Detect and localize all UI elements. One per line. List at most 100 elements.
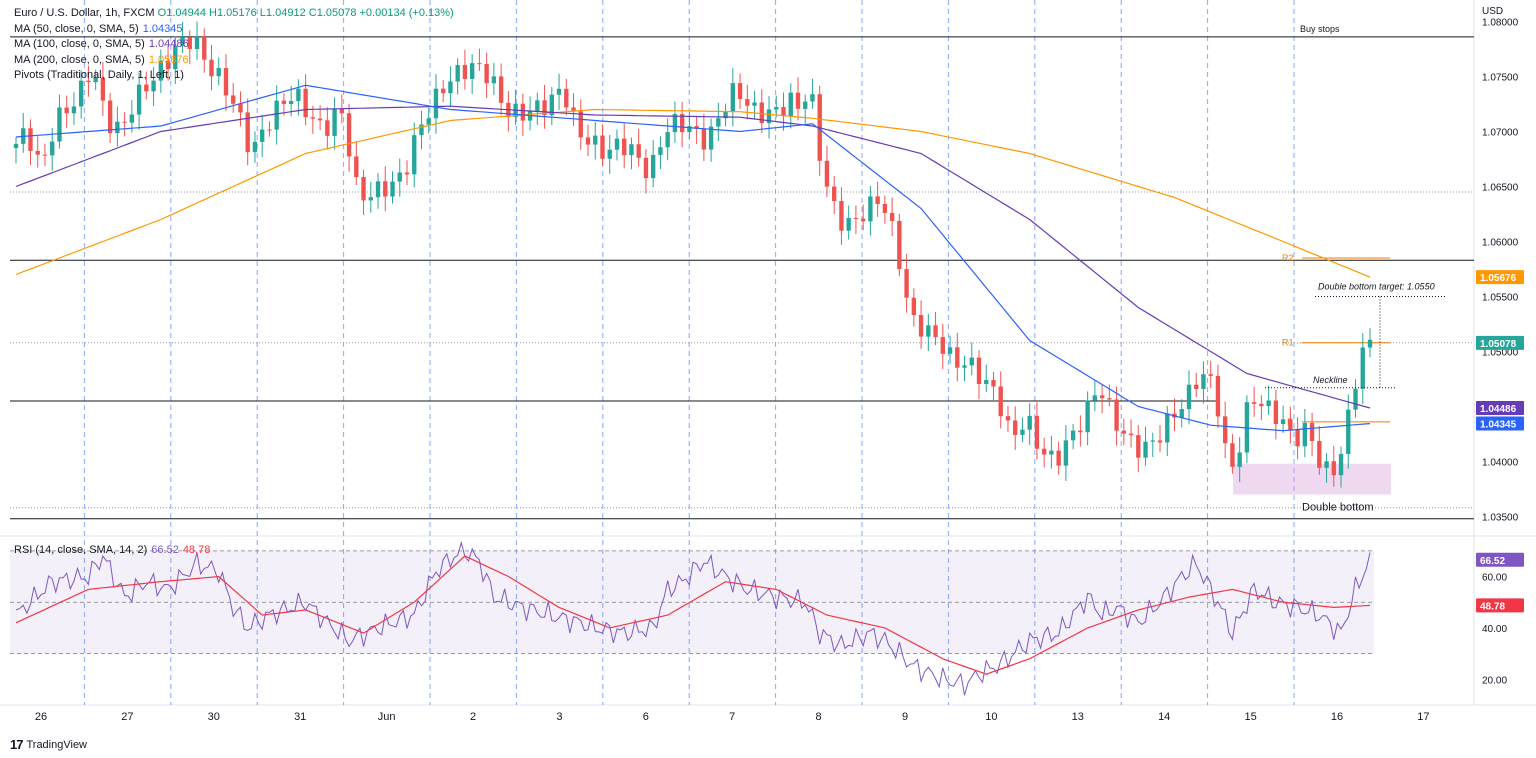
candle [1324, 453, 1329, 483]
candle [194, 21, 200, 60]
candle-body [1215, 375, 1221, 417]
candle [991, 371, 996, 402]
tradingview-brand[interactable]: 17 TradingView [10, 737, 87, 752]
candle-body [433, 88, 439, 119]
candle [484, 52, 489, 99]
candle [701, 113, 707, 162]
price-badge-text: 1.04486 [1480, 404, 1517, 415]
candle [766, 96, 772, 139]
pivots-legend[interactable]: Pivots (Traditional, Daily, 1, Left, 1) [14, 69, 184, 81]
candle-body [238, 103, 243, 113]
candle-body [976, 357, 982, 384]
candle-body [397, 172, 402, 182]
candle-body [86, 80, 91, 83]
candle [868, 185, 873, 236]
candle [354, 141, 359, 186]
rsi-legend[interactable]: RSI (14, close, SMA, 14, 2) 66.52 48.78 [14, 544, 211, 556]
candle-body [1114, 399, 1119, 431]
symbol-line[interactable]: Euro / U.S. Dollar, 1h, FXCM O1.04944 H1… [14, 7, 454, 19]
x-tick-label: 2 [470, 711, 476, 723]
x-tick-label: 8 [816, 711, 822, 723]
rsi-badge: 66.52 [1476, 552, 1524, 567]
candle [947, 335, 953, 364]
candle [71, 92, 77, 125]
price-badge-bg [1476, 598, 1524, 613]
candle [556, 73, 562, 111]
rsi-badge: 48.78 [1476, 598, 1524, 613]
candle-body [1121, 430, 1126, 434]
x-tick-label: 13 [1072, 711, 1084, 723]
candle-body [549, 94, 554, 116]
x-tick-label: Jun [378, 711, 396, 723]
candle [1150, 432, 1155, 458]
candle-body [1136, 435, 1141, 458]
candle [998, 371, 1003, 429]
candle [1360, 333, 1365, 405]
candle-body [1107, 398, 1112, 400]
candle [636, 128, 641, 167]
y-tick-label: 1.05000 [1482, 348, 1519, 359]
candle-body [535, 100, 540, 112]
candle [1186, 370, 1192, 425]
candle [1034, 402, 1040, 460]
candle-body [1317, 440, 1322, 468]
candle [13, 137, 19, 164]
candle-body [375, 181, 381, 198]
candle [839, 187, 844, 245]
ma100-value: 1.04486 [148, 38, 189, 50]
candle [969, 342, 974, 376]
candle-body [853, 217, 859, 219]
ma200-legend[interactable]: MA (200, close, 0, SMA, 5) 1.05676 [14, 53, 189, 66]
candle-body [860, 218, 866, 222]
candle-body [448, 81, 453, 94]
candle [759, 89, 764, 133]
y-tick-label: 1.04000 [1482, 458, 1519, 469]
candle-body [455, 65, 460, 82]
candle-body [368, 197, 373, 201]
candle-body [390, 181, 395, 197]
ma50-legend[interactable]: MA (50, close, 0, SMA, 5) 1.04345 [14, 22, 183, 35]
candle [824, 145, 830, 198]
candle-body [643, 157, 649, 179]
candle [1331, 445, 1336, 487]
candle-body [484, 63, 489, 84]
candle [136, 72, 142, 130]
candle [723, 103, 728, 127]
candle [1367, 328, 1373, 358]
candle [1020, 417, 1025, 443]
candle-body [1346, 409, 1351, 454]
candle-body [962, 365, 967, 368]
candle-body [216, 67, 221, 77]
price-badge: 1.05676 [1476, 270, 1524, 285]
candle [122, 111, 127, 137]
candle [28, 119, 33, 166]
candle [455, 58, 460, 95]
candle-body [679, 114, 685, 133]
candle [216, 57, 221, 86]
candle-body [737, 83, 743, 100]
candle-body [1128, 433, 1134, 436]
candle [412, 122, 417, 188]
candle [593, 122, 598, 160]
candle-body [1194, 384, 1199, 389]
candle [202, 28, 207, 73]
ma100-legend[interactable]: MA (100, close, 0, SMA, 5) 1.04486 [14, 38, 189, 50]
candle-body [35, 150, 40, 155]
rsi-line [15, 540, 1371, 696]
candle-body [252, 141, 258, 153]
candle-body [1078, 430, 1083, 433]
candle-body [115, 121, 120, 134]
candle [252, 131, 258, 163]
candle [245, 98, 250, 166]
candle-body [788, 92, 793, 117]
candle-body [520, 103, 526, 121]
candle [940, 323, 945, 370]
candle [643, 149, 649, 194]
candle [419, 110, 424, 150]
candle-body [832, 186, 837, 202]
candle-body [636, 144, 641, 158]
candle-body [650, 154, 656, 179]
candle [231, 82, 236, 113]
candle-body [759, 102, 764, 124]
